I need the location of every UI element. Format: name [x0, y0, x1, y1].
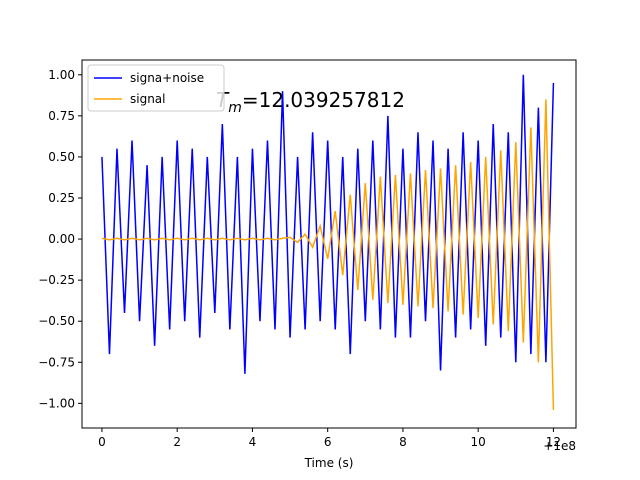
x-tick-label: 2 — [173, 435, 181, 449]
axes-frame — [81, 59, 577, 429]
x-tick-label: 8 — [399, 435, 407, 449]
annotation: Tm=12.039257812 — [216, 88, 405, 116]
y-tick-label: 0.25 — [48, 191, 75, 205]
plot-area — [101, 74, 555, 410]
legend-label: signa+noise — [130, 71, 204, 85]
y-tick-label: −1.00 — [38, 396, 75, 410]
y-tick-label: 0.50 — [48, 150, 75, 164]
annotation-text: =12.039257812 — [242, 88, 405, 112]
x-tick-label: 10 — [471, 435, 486, 449]
y-tick-label: −0.75 — [38, 355, 75, 369]
y-tick-label: 0.00 — [48, 232, 75, 246]
x-tick-label: 12 — [546, 435, 561, 449]
x-offset-label: +1e8 — [543, 439, 576, 453]
x-tick-label: 0 — [98, 435, 106, 449]
x-axis-label: Time (s) — [304, 456, 354, 470]
annotation-subscript: m — [228, 100, 242, 116]
x-tick-label: 6 — [324, 435, 332, 449]
x-tick-label: 4 — [249, 435, 257, 449]
y-tick-label: 0.75 — [48, 109, 75, 123]
series-line — [101, 99, 555, 410]
series-line — [101, 74, 555, 374]
y-tick-label: 1.00 — [48, 68, 75, 82]
y-tick-label: −0.50 — [38, 314, 75, 328]
y-tick-label: −0.25 — [38, 273, 75, 287]
legend-label: signal — [130, 92, 166, 106]
